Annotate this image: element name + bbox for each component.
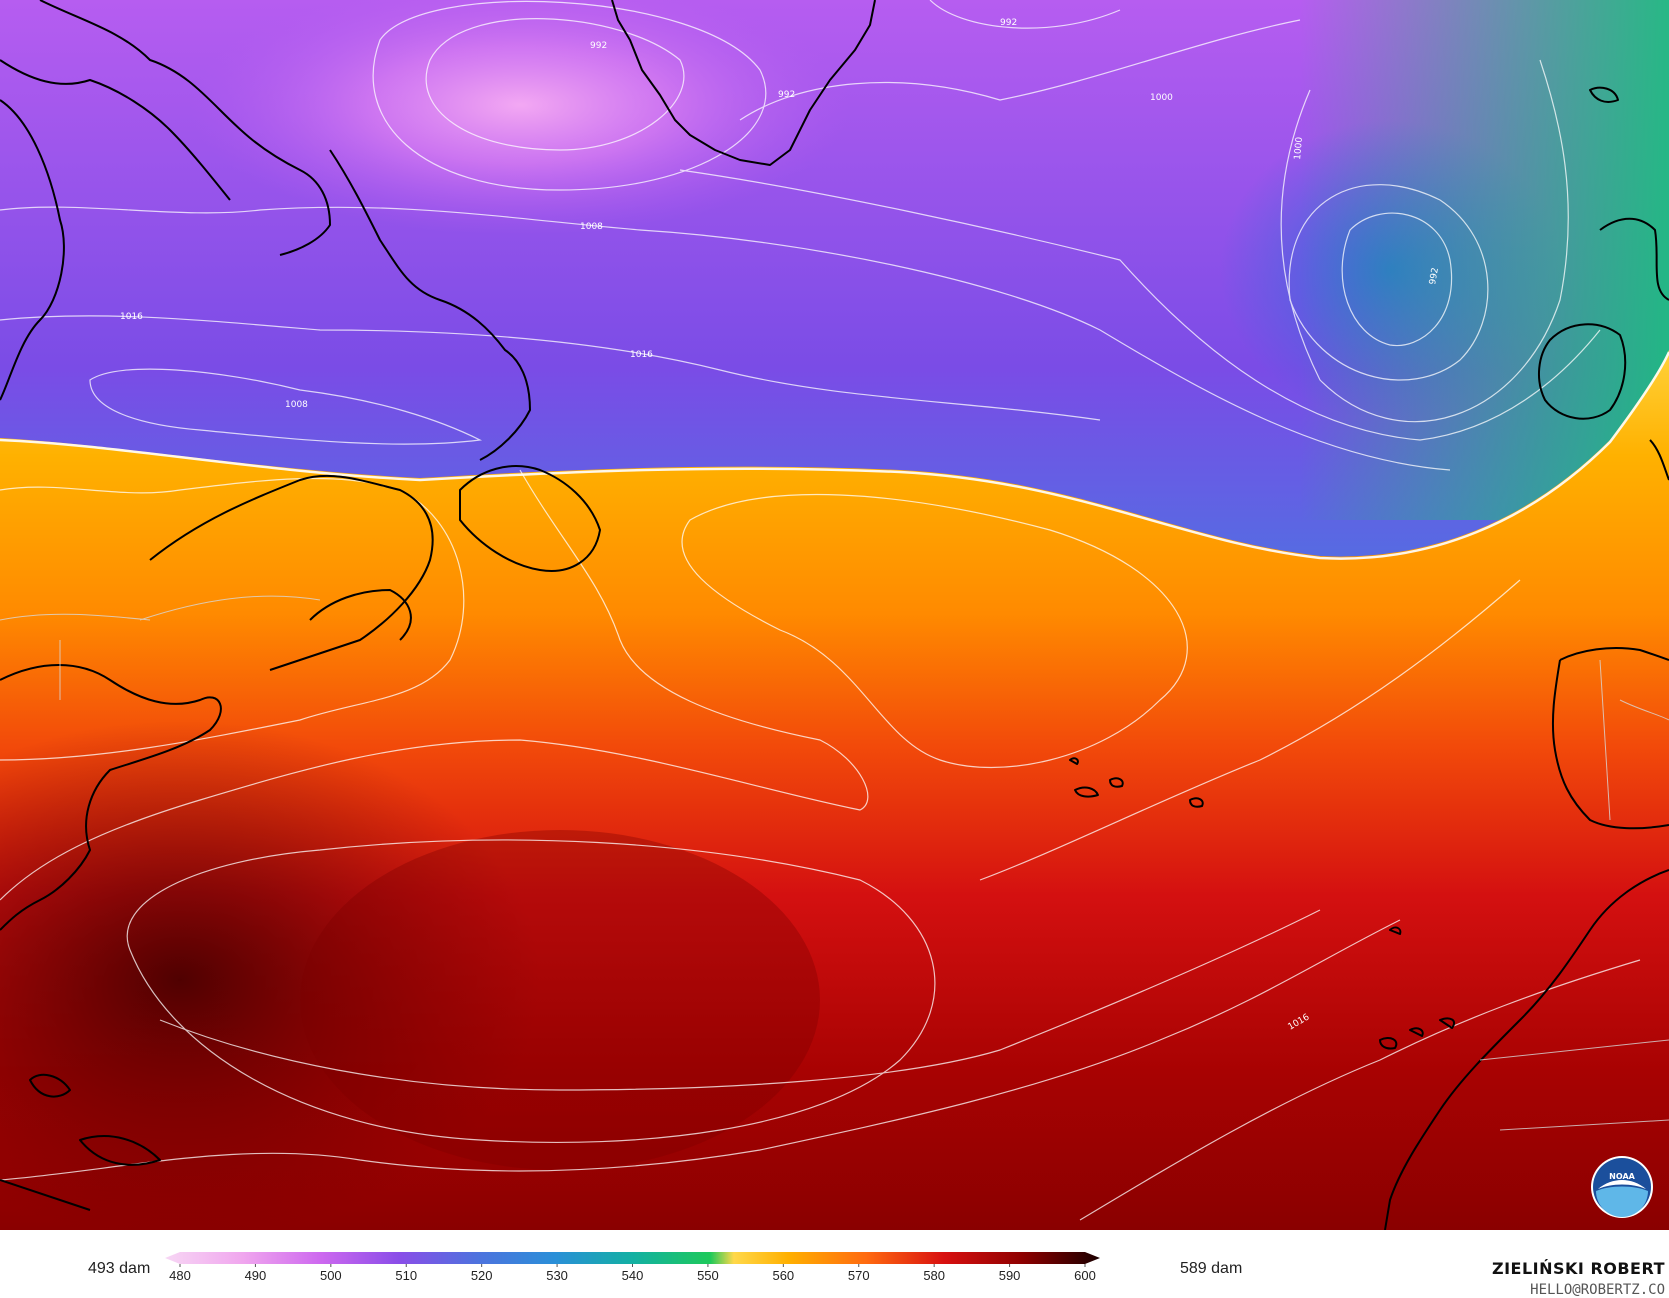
colorbar-tick-label: 480 — [169, 1268, 191, 1280]
colorbar-max-label: 589 dam — [1180, 1260, 1243, 1277]
colorbar-min-label: 493 dam — [88, 1260, 151, 1277]
svg-text:1008: 1008 — [580, 222, 603, 232]
noaa-logo: NOAA — [1590, 1155, 1654, 1219]
svg-text:992: 992 — [1428, 267, 1441, 286]
colorbar-tick-label: 520 — [471, 1268, 493, 1280]
colorbar-tick-label: 490 — [245, 1268, 267, 1280]
newfoundland-coast — [459, 465, 601, 572]
svg-text:1000: 1000 — [1293, 136, 1305, 160]
svg-text:992: 992 — [590, 41, 607, 51]
colorbar-tick-label: 500 — [320, 1268, 342, 1280]
logo-bird-icon — [1598, 1180, 1646, 1189]
labrador-coast — [329, 149, 531, 461]
subtropical-ridge-core-2 — [300, 830, 820, 1170]
svg-text:992: 992 — [1000, 18, 1017, 28]
colorbar-tick-label: 590 — [999, 1268, 1021, 1280]
logo-text: NOAA — [1609, 1172, 1635, 1181]
colorbar-tick-label: 540 — [622, 1268, 644, 1280]
britain-coast — [1599, 217, 1669, 301]
ireland-coast — [1538, 323, 1627, 420]
coastlines — [0, 0, 1669, 1230]
subtropical-ridge-core — [0, 720, 540, 1230]
maritimes-coast — [149, 474, 434, 671]
author-name: ZIELIŃSKI ROBERT — [1491, 1259, 1665, 1278]
geopotential-height-map: 992 992 992 1000 1000 992 1008 1016 1016… — [0, 0, 1669, 1230]
author-email: HELLO@ROBERTZ.CO — [1530, 1282, 1665, 1298]
logo-lower — [1596, 1186, 1648, 1217]
cold-pool-center — [190, 0, 850, 235]
jet-boundary-line — [0, 351, 1669, 560]
baffin-coast — [39, 0, 331, 256]
svg-text:1016: 1016 — [120, 312, 143, 322]
isobar-lines — [0, 0, 1640, 1220]
colorbar-tick-label: 510 — [395, 1268, 417, 1280]
svg-text:992: 992 — [778, 90, 795, 100]
greenland-coast — [611, 0, 876, 166]
borders — [0, 595, 1669, 1131]
svg-text:1000: 1000 — [1150, 93, 1173, 103]
colorbar-gradient — [165, 1252, 1100, 1264]
colorbar-tick-label: 530 — [546, 1268, 568, 1280]
colorbar-tick-label: 580 — [923, 1268, 945, 1280]
iberia-coast — [1551, 647, 1669, 830]
colorbar-tick-label: 570 — [848, 1268, 870, 1280]
svg-text:1016: 1016 — [630, 350, 653, 360]
us-east-coast — [0, 664, 222, 931]
colorbar: 480 490 500 510 520 530 540 550 560 570 580 590 600 — [165, 1252, 1100, 1280]
colorbar-tick-label: 600 — [1074, 1268, 1096, 1280]
colorbar-tick-label: 550 — [697, 1268, 719, 1280]
africa-coast — [1384, 869, 1669, 1230]
colorbar-tick-label: 560 — [772, 1268, 794, 1280]
svg-text:1008: 1008 — [285, 400, 308, 410]
colorbar-legend: 493 dam 480 490 500 510 520 530 540 550 560 570 58… — [0, 1230, 1669, 1298]
